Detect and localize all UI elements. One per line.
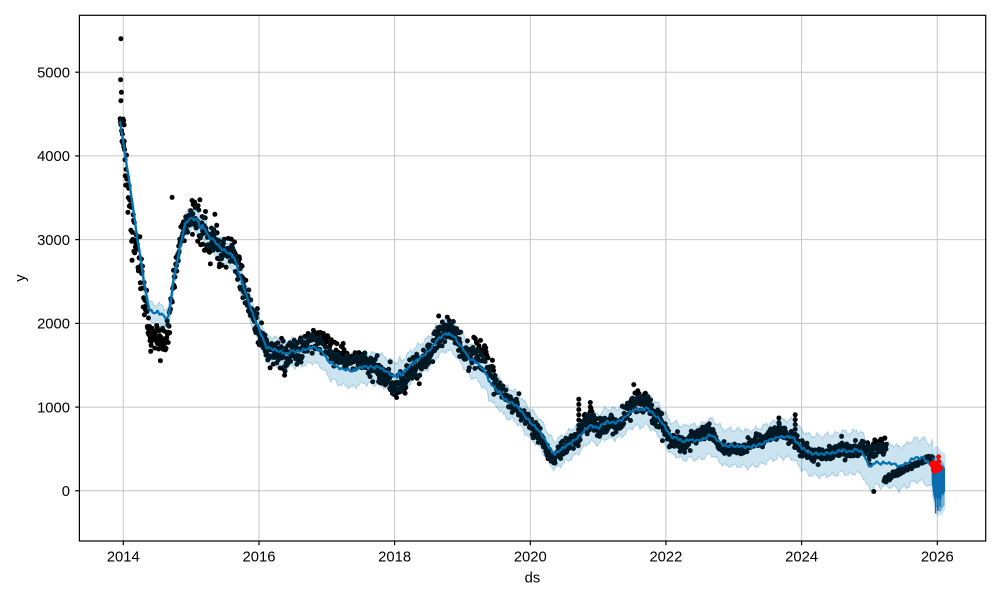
svg-text:5000: 5000	[37, 65, 70, 81]
svg-text:0: 0	[62, 484, 70, 500]
svg-text:2016: 2016	[243, 550, 276, 566]
svg-text:4000: 4000	[37, 149, 70, 165]
svg-text:2000: 2000	[37, 317, 70, 333]
svg-text:2022: 2022	[649, 550, 682, 566]
svg-text:2014: 2014	[107, 550, 140, 566]
svg-text:2020: 2020	[514, 550, 547, 566]
svg-text:y: y	[13, 274, 29, 282]
svg-text:2018: 2018	[378, 550, 411, 566]
svg-text:ds: ds	[525, 571, 541, 587]
svg-text:1000: 1000	[37, 400, 70, 416]
svg-text:2024: 2024	[785, 550, 818, 566]
svg-text:3000: 3000	[37, 233, 70, 249]
svg-text:2026: 2026	[921, 550, 954, 566]
